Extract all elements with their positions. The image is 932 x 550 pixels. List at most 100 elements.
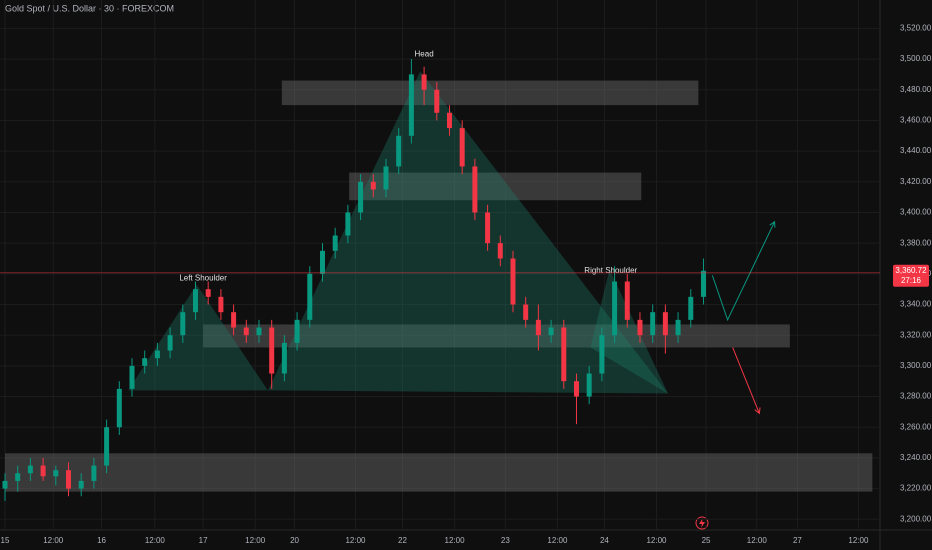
y-tick-label: 3,300.00: [900, 361, 932, 370]
candle-body: [662, 312, 668, 336]
y-tick-label: 3,480.00: [900, 85, 932, 94]
candle-body: [91, 465, 97, 481]
candle-body: [243, 327, 249, 336]
x-tick-label: 27: [793, 536, 802, 545]
candle-body: [421, 74, 427, 90]
candle-body: [383, 166, 389, 190]
candle-body: [15, 473, 21, 481]
candle-body: [2, 480, 8, 489]
x-tick-label: 15: [1, 536, 10, 545]
zone: [203, 324, 790, 348]
candle-body: [535, 319, 541, 336]
candle-body: [624, 281, 630, 320]
candle-body: [167, 335, 173, 351]
pattern-label: Left Shoulder: [179, 274, 227, 283]
candle-body: [142, 358, 148, 366]
candle-body: [129, 365, 135, 389]
candle-body: [358, 181, 364, 213]
candle-body: [573, 381, 579, 397]
zone: [5, 453, 873, 492]
candle-body: [180, 312, 186, 336]
y-tick-label: 3,460.00: [900, 116, 932, 125]
x-tick-label: 12:00: [547, 536, 568, 545]
pattern-label: Head: [415, 50, 434, 59]
x-tick-label: 24: [600, 536, 609, 545]
candle-body: [104, 427, 110, 466]
candle-body: [281, 342, 287, 374]
candle-body: [700, 270, 706, 297]
candle-body: [586, 373, 592, 397]
candle-body: [510, 258, 516, 305]
candle-body: [269, 327, 275, 374]
y-tick-label: 3,260.00: [900, 422, 932, 431]
candle-body: [548, 327, 554, 336]
candle-body: [256, 327, 262, 336]
x-tick-label: 25: [702, 536, 711, 545]
candle-body: [446, 112, 452, 129]
x-tick-label: 12:00: [43, 536, 64, 545]
y-tick-label: 3,400.00: [900, 208, 932, 217]
pattern-triangle: [128, 284, 268, 391]
candle-body: [637, 319, 643, 336]
candle-body: [459, 128, 465, 167]
candle-body: [116, 388, 122, 428]
projection-line: [732, 347, 760, 414]
x-tick-label: 22: [398, 536, 407, 545]
candle-body: [345, 212, 351, 236]
x-tick-label: 12:00: [646, 536, 667, 545]
projection-arrowhead: [754, 407, 761, 415]
candle-body: [612, 281, 618, 336]
zone: [349, 172, 642, 201]
candle-body: [78, 480, 84, 489]
chart-title: Gold Spot / U.S. Dollar · 30 · FOREXCOM: [5, 3, 174, 13]
candle-body: [523, 304, 529, 320]
pattern-triangle: [267, 71, 668, 394]
lightning-icon: [695, 516, 709, 530]
y-tick-label: 3,280.00: [900, 392, 932, 401]
x-tick-label: 12:00: [848, 536, 869, 545]
y-tick-label: 3,500.00: [900, 54, 932, 63]
y-tick-label: 3,380.00: [900, 238, 932, 247]
candle-body: [434, 89, 440, 113]
candle-body: [332, 235, 338, 251]
candle-body: [396, 135, 402, 167]
candle-body: [497, 243, 503, 259]
x-tick-label: 23: [501, 536, 510, 545]
y-tick-label: 3,220.00: [900, 484, 932, 493]
candle-body: [192, 289, 198, 313]
x-tick-label: 12:00: [345, 536, 366, 545]
candle-body: [319, 250, 325, 274]
candle-body: [599, 335, 605, 374]
x-tick-label: 12:00: [145, 536, 166, 545]
last-price-label: 3,360.72: [895, 266, 927, 275]
candle-body: [53, 470, 59, 477]
candle-body: [40, 465, 46, 477]
candle-body: [205, 289, 211, 297]
candle-body: [294, 319, 300, 343]
candle-body: [231, 312, 237, 328]
candle-body: [154, 350, 160, 359]
candle-body: [27, 465, 33, 474]
candle-body: [472, 166, 478, 213]
candle-body: [370, 181, 376, 190]
candle-body: [307, 273, 313, 320]
candle-body: [561, 327, 567, 382]
zone: [281, 80, 699, 106]
y-tick-label: 3,240.00: [900, 453, 932, 462]
x-tick-label: 12:00: [747, 536, 768, 545]
projection-line: [711, 221, 776, 322]
candle-body: [218, 296, 224, 313]
candle-body: [485, 212, 491, 244]
countdown-label: 27:16: [901, 276, 922, 285]
pattern-triangle: [590, 269, 668, 394]
pattern-label: Right Shoulder: [584, 266, 637, 275]
y-tick-label: 3,420.00: [900, 177, 932, 186]
candle-body: [675, 319, 681, 336]
y-tick-label: 3,440.00: [900, 146, 932, 155]
candle-body: [65, 470, 71, 489]
candle-body: [408, 74, 414, 136]
x-tick-label: 20: [290, 536, 299, 545]
x-tick-label: 16: [97, 536, 106, 545]
candle-body: [650, 312, 656, 336]
